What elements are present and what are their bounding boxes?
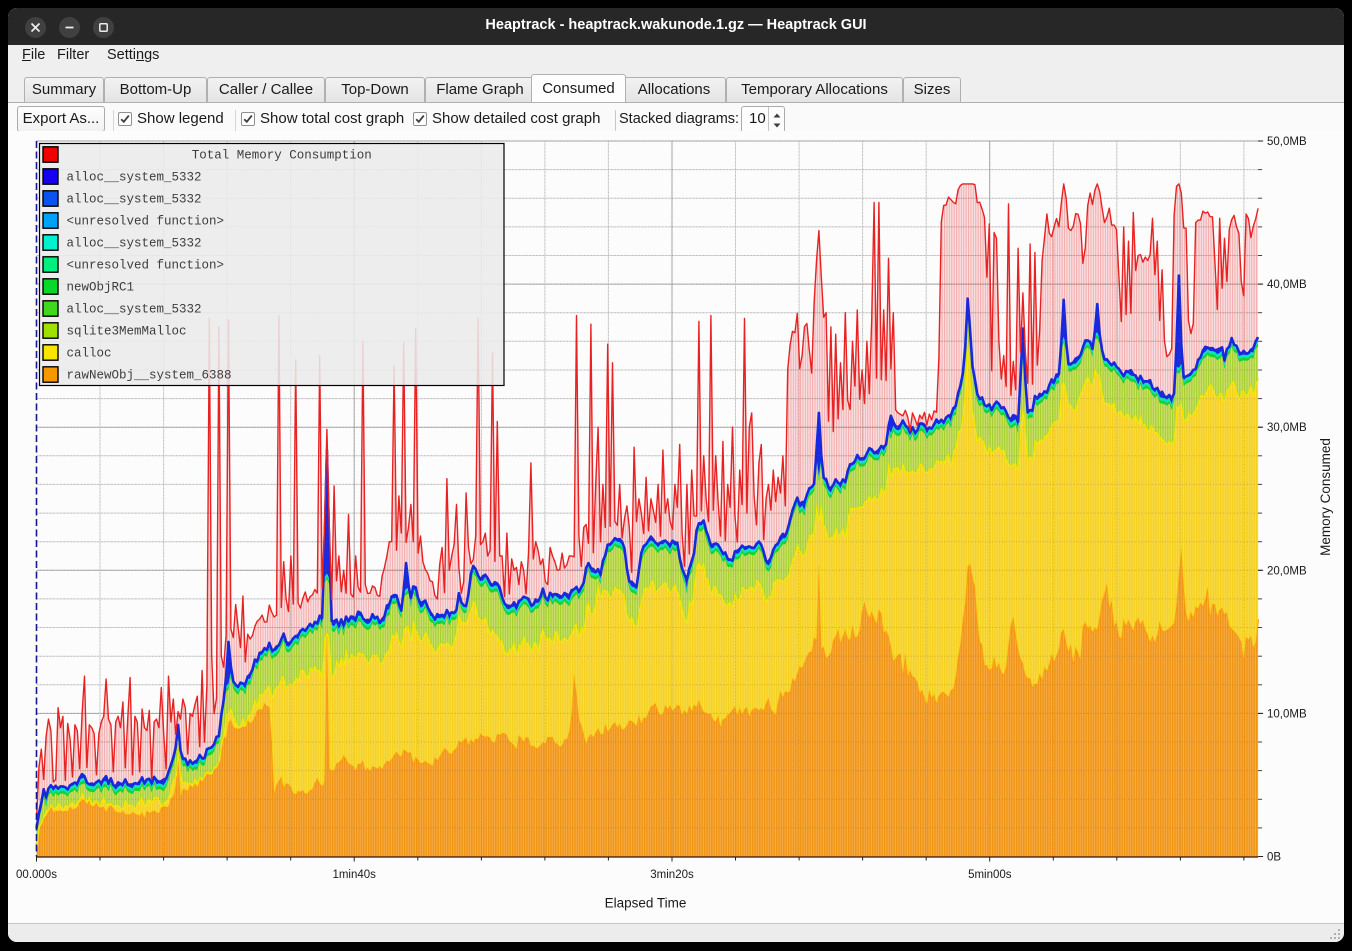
- svg-text:3min20s: 3min20s: [650, 869, 694, 881]
- svg-text:<unresolved function>: <unresolved function>: [67, 215, 225, 229]
- svg-text:0B: 0B: [1267, 852, 1281, 864]
- svg-text:20,0MB: 20,0MB: [1267, 565, 1307, 577]
- svg-text:50,0MB: 50,0MB: [1267, 136, 1307, 148]
- svg-text:newObjRC1: newObjRC1: [67, 281, 135, 295]
- svg-text:calloc: calloc: [67, 347, 112, 361]
- svg-text:30,0MB: 30,0MB: [1267, 422, 1307, 434]
- svg-text:10,0MB: 10,0MB: [1267, 708, 1307, 720]
- svg-text:sqlite3MemMalloc: sqlite3MemMalloc: [67, 325, 187, 339]
- svg-text:alloc__system_5332: alloc__system_5332: [67, 171, 202, 185]
- svg-text:00.000s: 00.000s: [16, 869, 57, 881]
- svg-text:5min00s: 5min00s: [968, 869, 1012, 881]
- svg-text:alloc__system_5332: alloc__system_5332: [67, 237, 202, 251]
- svg-text:40,0MB: 40,0MB: [1267, 279, 1307, 291]
- svg-text:Memory Consumed: Memory Consumed: [1318, 438, 1333, 556]
- svg-text:1min40s: 1min40s: [332, 869, 376, 881]
- svg-text:alloc__system_5332: alloc__system_5332: [67, 303, 202, 317]
- svg-text:Elapsed Time: Elapsed Time: [605, 896, 687, 911]
- svg-text:alloc__system_5332: alloc__system_5332: [67, 193, 202, 207]
- svg-text:<unresolved function>: <unresolved function>: [67, 259, 225, 273]
- svg-text:Total Memory Consumption: Total Memory Consumption: [192, 149, 372, 163]
- svg-text:rawNewObj__system_6388: rawNewObj__system_6388: [67, 369, 232, 383]
